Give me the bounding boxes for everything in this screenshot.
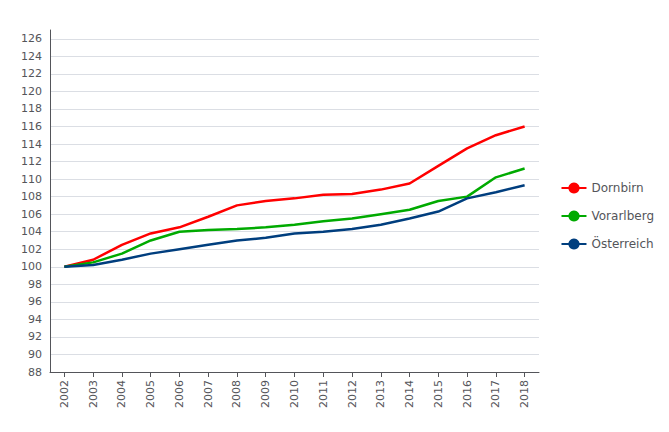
svg-text:2014: 2014 xyxy=(403,380,416,408)
svg-text:118: 118 xyxy=(21,102,42,115)
svg-text:2017: 2017 xyxy=(489,380,502,408)
svg-text:108: 108 xyxy=(21,190,42,203)
svg-text:2018: 2018 xyxy=(518,380,531,408)
svg-text:124: 124 xyxy=(21,50,42,63)
svg-text:2013: 2013 xyxy=(374,380,387,408)
svg-text:90: 90 xyxy=(28,348,42,361)
svg-text:106: 106 xyxy=(21,208,42,221)
svg-text:122: 122 xyxy=(21,67,42,80)
svg-text:2011: 2011 xyxy=(317,380,330,408)
svg-text:112: 112 xyxy=(21,155,42,168)
svg-text:102: 102 xyxy=(21,243,42,256)
svg-text:2007: 2007 xyxy=(202,380,215,408)
svg-text:Österreich: Österreich xyxy=(591,235,653,251)
svg-text:126: 126 xyxy=(21,32,42,45)
svg-text:2002: 2002 xyxy=(58,380,71,408)
svg-text:2006: 2006 xyxy=(173,380,186,408)
svg-text:88: 88 xyxy=(28,366,42,379)
svg-text:2016: 2016 xyxy=(461,380,474,408)
svg-text:Dornbirn: Dornbirn xyxy=(591,181,643,195)
svg-text:100: 100 xyxy=(21,260,42,273)
svg-text:116: 116 xyxy=(21,120,42,133)
svg-text:2009: 2009 xyxy=(259,380,272,408)
svg-text:94: 94 xyxy=(28,313,42,326)
svg-text:96: 96 xyxy=(28,295,42,308)
svg-text:2015: 2015 xyxy=(432,380,445,408)
svg-text:2012: 2012 xyxy=(346,380,359,408)
svg-text:2008: 2008 xyxy=(230,380,243,408)
svg-text:110: 110 xyxy=(21,173,42,186)
svg-text:2005: 2005 xyxy=(144,380,157,408)
svg-text:2003: 2003 xyxy=(87,380,100,408)
svg-text:104: 104 xyxy=(21,225,42,238)
svg-text:114: 114 xyxy=(21,138,42,151)
svg-text:Vorarlberg: Vorarlberg xyxy=(591,209,654,223)
svg-text:120: 120 xyxy=(21,85,42,98)
svg-text:92: 92 xyxy=(28,330,42,343)
svg-text:2004: 2004 xyxy=(115,380,128,408)
svg-text:98: 98 xyxy=(28,278,42,291)
svg-text:2010: 2010 xyxy=(288,380,301,408)
